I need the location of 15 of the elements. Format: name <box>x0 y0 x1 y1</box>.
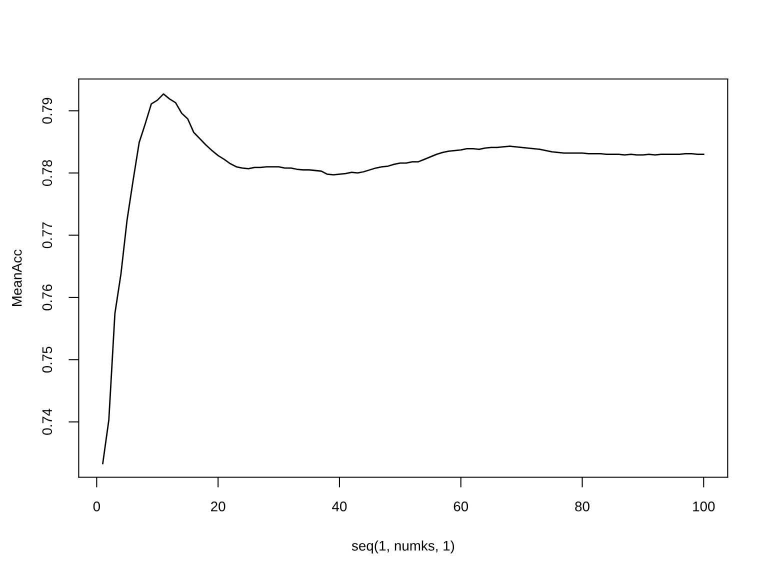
line-series <box>102 93 704 464</box>
y-tick-label: 0.78 <box>42 160 52 186</box>
x-tick-label: 100 <box>693 502 715 512</box>
x-tick-label: 20 <box>211 502 226 512</box>
y-axis-title: MeanAcc <box>12 250 22 306</box>
x-tick-label: 60 <box>454 502 468 512</box>
y-tick-label: 0.75 <box>42 346 52 373</box>
x-axis-title: seq(1, numks, 1) <box>352 540 454 554</box>
y-tick-label: 0.74 <box>42 408 52 435</box>
y-tick-label: 0.76 <box>42 284 52 310</box>
x-tick-label: 40 <box>332 502 347 512</box>
y-tick-label: 0.77 <box>42 222 52 248</box>
x-tick-label: 80 <box>575 502 590 512</box>
x-tick-label: 0 <box>93 502 100 512</box>
y-tick-label: 0.79 <box>42 98 52 124</box>
